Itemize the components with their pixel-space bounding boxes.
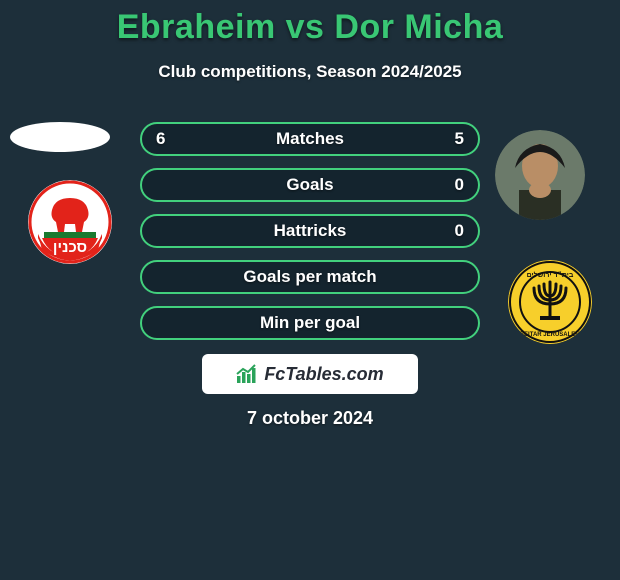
svg-text:BEITAR JERUSALEM: BEITAR JERUSALEM [520,332,581,338]
stat-row: Hattricks0 [140,214,480,248]
stat-label: Hattricks [142,221,478,241]
stat-row: Matches6 5 [140,122,480,156]
svg-text:בית״ר ירושלים: בית״ר ירושלים [527,270,574,279]
stat-value-left: 6 [156,129,165,149]
svg-text:סכנין: סכנין [53,239,87,256]
club-crest-icon: בית״ר ירושלים BEITAR JERUSALEM [508,260,592,344]
stat-value-right: 0 [455,221,464,241]
comparison-card: Ebraheim vs Dor Micha Club competitions,… [0,0,620,580]
page-title: Ebraheim vs Dor Micha [0,8,620,47]
stat-label: Matches [142,129,478,149]
stat-row: Goals0 [140,168,480,202]
brand-badge[interactable]: FcTables.com [202,354,418,394]
stat-value-right: 0 [455,175,464,195]
bar-chart-icon [236,363,258,385]
person-icon [495,130,585,220]
player-avatar-left [10,122,110,152]
club-badge-left: סכנין [28,180,112,264]
stat-value-right: 5 [455,129,464,149]
stat-row: Min per goal [140,306,480,340]
club-badge-right: בית״ר ירושלים BEITAR JERUSALEM [508,260,592,344]
stat-label: Goals per match [142,267,478,287]
player-avatar-right [495,130,585,220]
stat-label: Goals [142,175,478,195]
subtitle: Club competitions, Season 2024/2025 [0,62,620,82]
stat-label: Min per goal [142,313,478,333]
date-label: 7 october 2024 [0,408,620,429]
stat-row: Goals per match [140,260,480,294]
brand-label: FcTables.com [264,364,383,385]
club-crest-icon: סכנין [28,180,112,264]
